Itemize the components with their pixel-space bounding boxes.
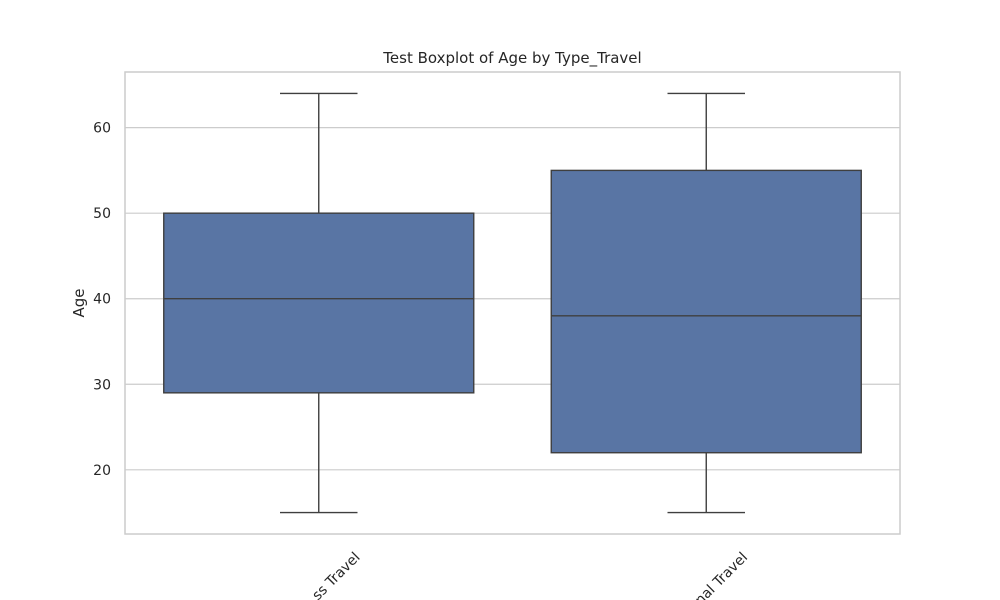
iqr-box — [550, 169, 862, 454]
y-tick-label-50: 50 — [93, 206, 111, 222]
x-tick-label-2: nal Travel — [692, 550, 751, 600]
x-axis-ticks: ss Travel nal Travel — [309, 550, 751, 600]
plot-frame — [124, 71, 901, 535]
y-tick-label-20: 20 — [93, 463, 111, 479]
y-tick-label-40: 40 — [93, 292, 111, 308]
y-axis-ticks: 20 30 40 50 60 — [93, 121, 111, 479]
y-tick-label-60: 60 — [93, 121, 111, 137]
boxes — [163, 92, 862, 514]
box-2 — [550, 92, 862, 514]
iqr-box — [163, 212, 475, 394]
chart-title: Test Boxplot of Age by Type_Travel — [382, 49, 641, 68]
x-tick-label-1: ss Travel — [309, 550, 363, 600]
y-tick-label-30: 30 — [93, 377, 111, 393]
y-axis-label: Age — [70, 288, 88, 317]
box-1 — [163, 92, 475, 514]
